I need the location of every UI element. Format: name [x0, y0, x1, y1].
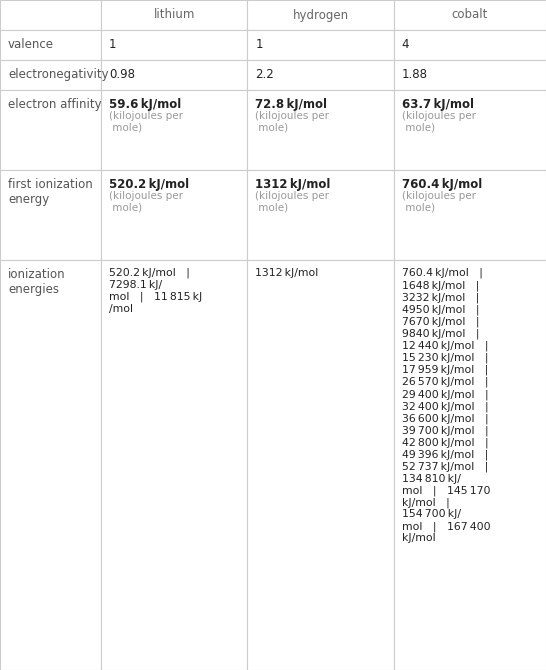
- Bar: [0, 260, 101, 670]
- Bar: [247, 60, 394, 90]
- Text: 760.4 kJ/mol   |
1648 kJ/mol   |
3232 kJ/mol   |
4950 kJ/mol   |
7670 kJ/mol   |: 760.4 kJ/mol | 1648 kJ/mol | 3232 kJ/mol…: [402, 268, 490, 543]
- Text: ionization
energies: ionization energies: [8, 268, 66, 296]
- Text: first ionization
energy: first ionization energy: [8, 178, 93, 206]
- Bar: [394, 170, 546, 260]
- Bar: [394, 260, 546, 670]
- Text: (kilojoules per
 mole): (kilojoules per mole): [256, 111, 329, 133]
- Text: electron affinity: electron affinity: [8, 98, 102, 111]
- Text: 520.2 kJ/mol   |
7298.1 kJ/
mol   |   11 815 kJ
/mol: 520.2 kJ/mol | 7298.1 kJ/ mol | 11 815 k…: [109, 268, 202, 314]
- Text: 63.7 kJ/mol: 63.7 kJ/mol: [402, 98, 474, 111]
- Bar: [394, 0, 546, 30]
- Text: 72.8 kJ/mol: 72.8 kJ/mol: [256, 98, 328, 111]
- Bar: [101, 260, 247, 670]
- Bar: [0, 90, 101, 170]
- Text: (kilojoules per
 mole): (kilojoules per mole): [109, 111, 183, 133]
- Text: 1: 1: [256, 38, 263, 51]
- Bar: [101, 90, 247, 170]
- Text: (kilojoules per
 mole): (kilojoules per mole): [256, 191, 329, 213]
- Text: cobalt: cobalt: [452, 9, 488, 21]
- Bar: [101, 0, 247, 30]
- Bar: [247, 0, 394, 30]
- Text: 1312 kJ/mol: 1312 kJ/mol: [256, 268, 318, 278]
- Bar: [0, 0, 101, 30]
- Bar: [247, 30, 394, 60]
- Text: electronegativity: electronegativity: [8, 68, 109, 81]
- Text: (kilojoules per
 mole): (kilojoules per mole): [402, 111, 476, 133]
- Bar: [247, 170, 394, 260]
- Text: 1312 kJ/mol: 1312 kJ/mol: [256, 178, 331, 191]
- Bar: [101, 30, 247, 60]
- Bar: [0, 170, 101, 260]
- Bar: [394, 60, 546, 90]
- Text: (kilojoules per
 mole): (kilojoules per mole): [402, 191, 476, 213]
- Text: (kilojoules per
 mole): (kilojoules per mole): [109, 191, 183, 213]
- Text: 4: 4: [402, 38, 409, 51]
- Text: 1: 1: [109, 38, 116, 51]
- Text: 0.98: 0.98: [109, 68, 135, 81]
- Text: 760.4 kJ/mol: 760.4 kJ/mol: [402, 178, 482, 191]
- Bar: [247, 260, 394, 670]
- Text: 1.88: 1.88: [402, 68, 428, 81]
- Bar: [394, 90, 546, 170]
- Bar: [101, 170, 247, 260]
- Bar: [247, 90, 394, 170]
- Bar: [0, 60, 101, 90]
- Text: 59.6 kJ/mol: 59.6 kJ/mol: [109, 98, 181, 111]
- Text: 2.2: 2.2: [256, 68, 274, 81]
- Text: hydrogen: hydrogen: [293, 9, 348, 21]
- Text: lithium: lithium: [153, 9, 195, 21]
- Bar: [101, 60, 247, 90]
- Text: 520.2 kJ/mol: 520.2 kJ/mol: [109, 178, 189, 191]
- Bar: [0, 30, 101, 60]
- Text: valence: valence: [8, 38, 54, 51]
- Bar: [394, 30, 546, 60]
